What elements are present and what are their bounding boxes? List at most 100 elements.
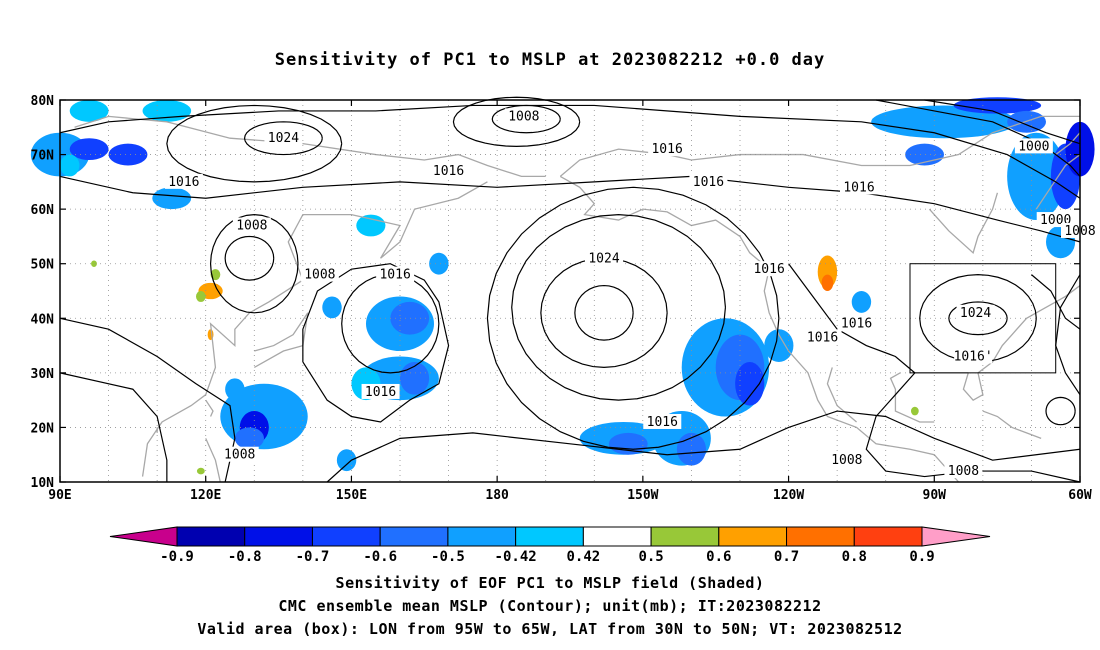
coastline bbox=[962, 285, 1081, 401]
contour-line bbox=[243, 121, 323, 156]
colorbar-label: 0.8 bbox=[842, 549, 867, 565]
contour-line bbox=[1031, 274, 1081, 330]
coastline bbox=[253, 312, 309, 368]
shading-blob bbox=[152, 187, 192, 210]
contour-line bbox=[209, 213, 299, 314]
map-frame bbox=[59, 99, 1081, 483]
contour-line bbox=[540, 257, 668, 369]
contour-label-bg bbox=[840, 179, 878, 195]
colorbar-label: -0.5 bbox=[431, 549, 465, 565]
y-tick-label: 10N bbox=[31, 476, 55, 491]
colorbar-label: 0.6 bbox=[706, 549, 731, 565]
contour-label: 1024 bbox=[268, 131, 299, 146]
contour-label-bg bbox=[504, 108, 543, 124]
contour-line bbox=[302, 263, 450, 423]
contour-label-bg bbox=[954, 348, 993, 364]
contour-label-bg bbox=[643, 413, 682, 429]
contour-label: 1016 bbox=[841, 317, 872, 332]
colorbar-high-triangle bbox=[921, 526, 991, 547]
contour-label-bg bbox=[956, 304, 995, 320]
contour-label-bg bbox=[689, 173, 728, 189]
colorbar-segment bbox=[853, 526, 923, 547]
contour-label: 1024 bbox=[588, 251, 619, 266]
colorbar-segment bbox=[718, 526, 788, 547]
x-tick-label: 60W bbox=[1068, 488, 1092, 503]
shading-blob bbox=[429, 252, 449, 275]
contour-label: 1008 bbox=[236, 219, 267, 234]
shading-blob bbox=[322, 296, 342, 319]
contour-line bbox=[574, 284, 634, 341]
contour-label-bg bbox=[1014, 138, 1053, 154]
contour-label-bg bbox=[585, 250, 623, 266]
coastline bbox=[205, 438, 221, 483]
coastline bbox=[205, 399, 214, 417]
coastline bbox=[559, 115, 1080, 177]
contour-line bbox=[224, 235, 275, 281]
contour-line bbox=[919, 274, 1037, 363]
coastline bbox=[74, 115, 546, 178]
contour-label: 1008 bbox=[224, 448, 255, 463]
y-tick-label: 60N bbox=[31, 203, 55, 218]
contour-label: 1008 bbox=[508, 109, 539, 124]
shading-blob bbox=[69, 100, 109, 122]
contour-label-bg bbox=[750, 261, 789, 277]
contour-label: 1008 bbox=[948, 464, 979, 479]
contour-line bbox=[1045, 396, 1076, 426]
x-tick-label: 90E bbox=[48, 488, 71, 503]
colorbar-segment bbox=[379, 526, 449, 547]
colorbar-segment bbox=[650, 526, 720, 547]
coastline bbox=[982, 410, 1042, 439]
x-tick-label: 120E bbox=[190, 488, 221, 503]
contour-label-bg bbox=[300, 266, 339, 282]
colorbar-label: -0.9 bbox=[160, 549, 194, 565]
axis-ticks: 90E 120E 150E 180 150W 120W 90W 60W 80N 70N 60N 50N… bbox=[31, 94, 1092, 503]
contour-line bbox=[1055, 274, 1081, 396]
y-tick-label: 80N bbox=[31, 94, 55, 109]
contour-label: 1024 bbox=[960, 306, 991, 321]
colorbar-segment bbox=[515, 526, 584, 547]
shading-blob bbox=[60, 154, 80, 177]
colorbar-low-triangle bbox=[109, 526, 178, 547]
x-tick-label: 120W bbox=[773, 488, 804, 503]
colorbar-segment bbox=[786, 526, 855, 547]
contour-label-bg bbox=[837, 315, 876, 331]
contour-line bbox=[924, 99, 1081, 145]
contour-label-bg bbox=[429, 162, 468, 178]
contour-label: 1016 bbox=[379, 268, 410, 283]
contour-label-bg bbox=[944, 463, 983, 479]
caption-valid-area: Valid area (box): LON from 95W to 65W, L… bbox=[197, 620, 903, 638]
coastline bbox=[928, 192, 999, 254]
y-tick-label: 70N bbox=[31, 149, 55, 164]
contour-label: 1000 bbox=[1018, 139, 1049, 154]
contour-label-bg bbox=[232, 217, 271, 233]
colorbar-label: 0.42 bbox=[567, 549, 601, 565]
contour-label-bg bbox=[164, 173, 203, 189]
coastline bbox=[141, 181, 488, 477]
colorbar-label: 0.9 bbox=[909, 549, 934, 565]
sensitivity-shading bbox=[30, 97, 1095, 475]
shading-blob bbox=[108, 143, 148, 166]
colorbar-label: 0.7 bbox=[774, 549, 799, 565]
shading-blob bbox=[225, 378, 245, 401]
contour-label-bg bbox=[803, 329, 842, 345]
contour-label: 1008 bbox=[304, 268, 335, 283]
caption-shaded: Sensitivity of EOF PC1 to MSLP field (Sh… bbox=[335, 574, 765, 592]
y-tick-label: 30N bbox=[31, 367, 55, 382]
colorbar-segment bbox=[311, 526, 381, 547]
shading-blob bbox=[764, 329, 794, 362]
contour-label: 1016 bbox=[365, 385, 396, 400]
colorbar-label: -0.8 bbox=[228, 549, 262, 565]
contour-line bbox=[59, 372, 168, 482]
contour-label: 1016 bbox=[168, 175, 199, 190]
coastline bbox=[559, 175, 960, 483]
plot-title: Sensitivity of PC1 to MSLP at 2023082212… bbox=[274, 50, 826, 70]
coastline bbox=[889, 372, 935, 423]
shading-blob bbox=[871, 105, 1017, 139]
contour-label: 1016 bbox=[433, 164, 464, 179]
contour-label: 1016' bbox=[954, 349, 993, 364]
x-tick-label: 150E bbox=[336, 488, 367, 503]
shading-blob bbox=[390, 301, 430, 335]
x-tick-label: 150W bbox=[627, 488, 658, 503]
contour-line bbox=[59, 317, 236, 483]
colorbar-segment bbox=[582, 526, 652, 547]
